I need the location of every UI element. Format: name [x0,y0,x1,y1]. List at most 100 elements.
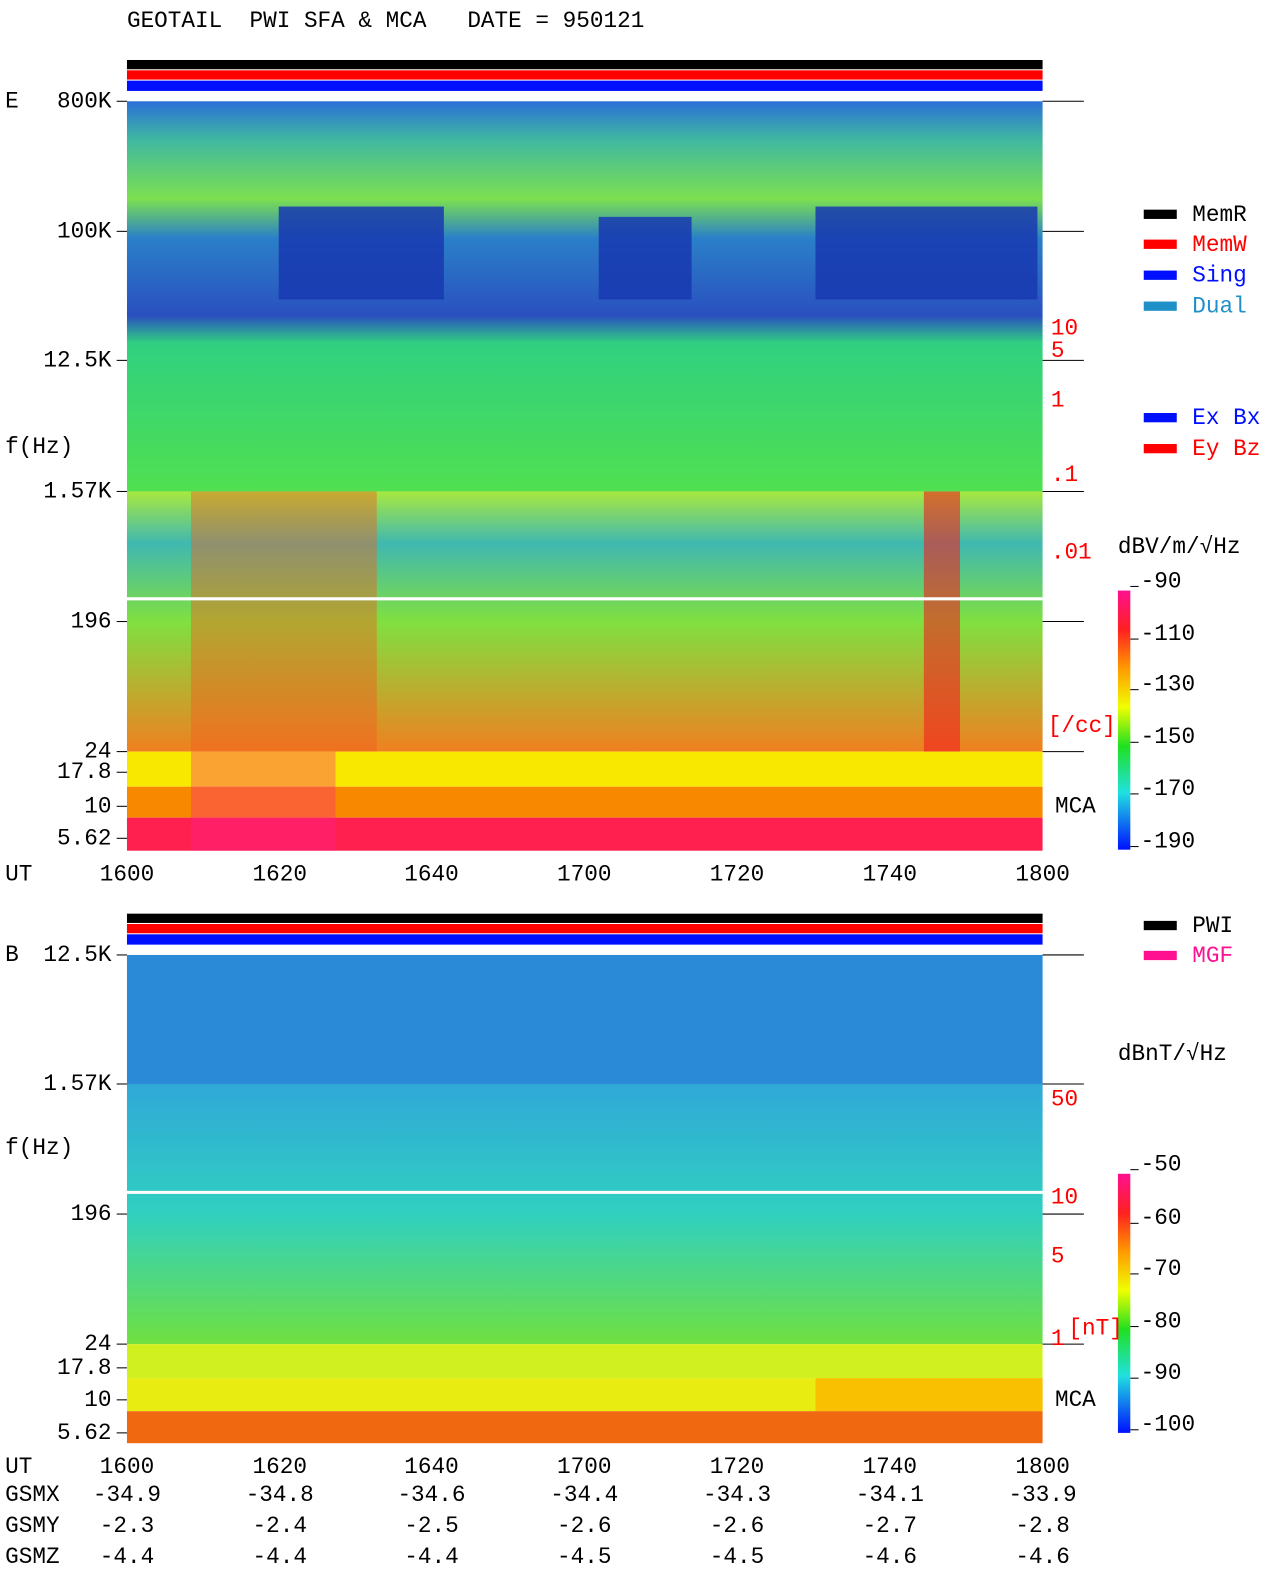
density-tick-label: .1 [1051,462,1078,488]
freq-tick-label: 17.8 [57,759,111,785]
time-tick-label: 1620 [253,1454,307,1480]
colorbar-b [1117,1173,1131,1433]
orbit-value: -34.9 [93,1482,161,1508]
time-axis-label: UT [5,1454,32,1480]
freq-tick-label: 5.62 [57,825,111,851]
freq-tick-label: 10 [84,1387,111,1413]
orbit-label: GSMY [5,1513,60,1539]
orbit-value: -34.4 [550,1482,618,1508]
time-tick-label: 1640 [404,1454,458,1480]
time-tick-label: 1720 [710,861,764,887]
legend-label: MemW [1192,232,1247,258]
panel-label: B [5,942,19,968]
time-tick-label: 1700 [557,1454,611,1480]
time-tick-label: 1720 [710,1454,764,1480]
density-tick-label: 10 [1051,1185,1078,1211]
time-tick-label: 1800 [1015,861,1069,887]
orbit-value: -2.4 [253,1513,307,1539]
freq-tick-label: 196 [71,1201,112,1227]
orbit-value: -34.3 [703,1482,771,1508]
orbit-value: -4.5 [710,1544,764,1570]
orbit-value: -2.8 [1015,1513,1069,1539]
density-tick-label: 10 [1051,315,1078,341]
freq-tick-label: 24 [84,739,111,765]
orbit-value: -4.6 [863,1544,917,1570]
freq-tick-label: 100K [57,218,112,244]
colorbar-tick-label: -110 [1141,621,1195,647]
legend-label: PWI [1192,913,1233,939]
density-tick-label: 1 [1051,1326,1065,1352]
legend-label: Ey Bz [1192,436,1260,462]
density-tick-label: 5 [1051,338,1065,364]
colorbar-e [1117,590,1131,850]
colorbar-tick-label: -60 [1141,1205,1182,1231]
colorbar-tick-label: -130 [1141,672,1195,698]
freq-tick-label: 17.8 [57,1355,111,1381]
time-tick-label: 1600 [100,861,154,887]
freq-tick-label: 1.57K [43,478,111,504]
spectrogram-b [126,954,1043,1444]
legend-swatch [1143,209,1177,219]
density-unit: [/cc] [1048,713,1116,739]
colorbar-tick-label: -70 [1141,1256,1182,1282]
legend-swatch [1143,443,1177,454]
title: GEOTAIL PWI SFA & MCA DATE = 950121 [127,8,644,34]
orbit-value: -2.3 [100,1513,154,1539]
colorbar-tick-label: -100 [1141,1412,1195,1438]
mca-label: MCA [1055,793,1096,819]
time-tick-label: 1640 [404,861,458,887]
colorbar-tick-label: -190 [1141,828,1195,854]
legend-swatch [1143,413,1177,423]
orbit-value: -2.6 [710,1513,764,1539]
density-tick-label: 50 [1051,1086,1078,1112]
spectrogram-e [126,101,1043,851]
colorbar-unit: dBnT/√Hz [1118,1041,1227,1067]
time-tick-label: 1600 [100,1454,154,1480]
colorbar-tick-label: -90 [1141,568,1182,594]
freq-tick-label: 5.62 [57,1420,111,1446]
colorbar-tick-label: -80 [1141,1308,1182,1334]
orbit-value: -4.6 [1015,1544,1069,1570]
freq-tick-label: 196 [71,609,112,635]
status-bars [126,59,1043,945]
orbit-label: GSMZ [5,1544,59,1570]
orbit-value: -33.9 [1009,1482,1077,1508]
legend-swatch [1143,920,1177,931]
orbit-value: -34.1 [856,1482,924,1508]
mca-label: MCA [1055,1387,1096,1413]
colorbar-tick-label: -50 [1141,1152,1182,1178]
freq-axis-label: f(Hz) [5,1135,73,1161]
time-tick-label: 1700 [557,861,611,887]
legend-swatch [1143,301,1177,311]
orbit-value: -4.4 [253,1544,307,1570]
density-tick-label: 1 [1051,388,1065,414]
orbit-value: -34.6 [397,1482,465,1508]
colorbar-tick-label: -170 [1141,776,1195,802]
orbit-value: -4.4 [100,1544,154,1570]
orbit-value: -2.6 [557,1513,611,1539]
density-unit: [nT] [1068,1316,1122,1342]
freq-tick-label: 10 [84,793,111,819]
legend-label: Dual [1192,294,1246,320]
freq-axis-label: f(Hz) [5,434,73,460]
orbit-value: -34.8 [246,1482,314,1508]
time-tick-label: 1620 [253,861,307,887]
colorbar-tick-label: -90 [1141,1360,1182,1386]
colorbar-unit: dBV/m/√Hz [1118,534,1241,560]
density-tick-label: .01 [1051,539,1092,565]
freq-tick-label: 800K [57,88,112,114]
legend-swatch [1143,950,1177,961]
orbit-value: -2.5 [404,1513,458,1539]
legend-label: MGF [1192,943,1233,969]
freq-tick-label: 1.57K [43,1071,111,1097]
time-tick-label: 1800 [1015,1454,1069,1480]
colorbar-tick-label: -150 [1141,724,1195,750]
legend-swatch [1143,239,1177,249]
orbit-value: -4.4 [404,1544,458,1570]
time-axis-label: UT [5,861,32,887]
legend-label: Ex Bx [1192,405,1260,431]
freq-tick-label: 24 [84,1331,111,1357]
orbit-label: GSMX [5,1482,60,1508]
orbit-value: -4.5 [557,1544,611,1570]
